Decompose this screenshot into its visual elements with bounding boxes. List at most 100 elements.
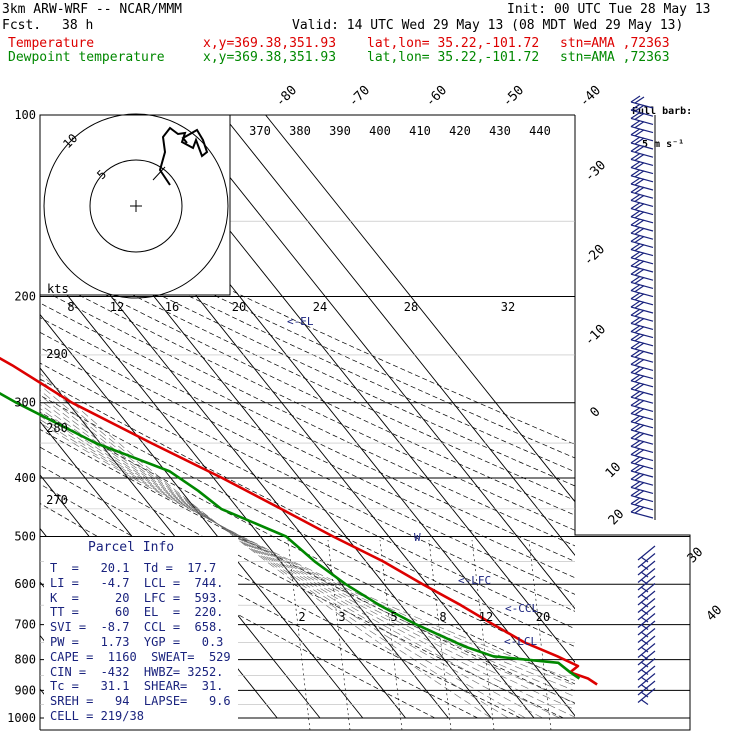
theta-side-label: 290: [46, 347, 68, 361]
wind-barb-shaft: [637, 680, 656, 696]
wind-barb-flag: [630, 480, 641, 488]
wind-barb-flag: [634, 252, 645, 260]
wind-barb-shaft: [630, 150, 654, 158]
wind-barb-shaft: [630, 462, 654, 470]
wind-barb-flag: [630, 210, 641, 218]
grid: [39, 114, 691, 731]
mixing-ratio-label: 20: [536, 610, 550, 624]
theta-side-label: 270: [46, 493, 68, 507]
wind-barb-flag: [634, 440, 645, 448]
mixing-ratio-label: 2: [298, 610, 305, 624]
pressure-label: 500: [14, 529, 36, 543]
wind-barb-flag: [634, 309, 645, 317]
wind-barb-flag: [630, 333, 641, 341]
wind-barb-flag: [630, 349, 641, 357]
wind-barb-flag: [630, 456, 641, 464]
wind-barb-flag: [634, 350, 645, 358]
isotherm-line: [265, 115, 575, 503]
wind-barb-flag: [640, 624, 649, 630]
parcel-info-title: Parcel Info: [88, 540, 175, 555]
wind-barb-flag: [640, 676, 649, 683]
profiles: [0, 356, 598, 686]
parcel-info-row: CELL = 219/38: [50, 709, 144, 723]
wind-barb-shaft: [630, 109, 654, 117]
wind-barb-flag: [640, 639, 649, 645]
wind-barb-flag: [634, 153, 645, 161]
wind-barb-flag: [634, 490, 645, 498]
temperature-xy: x,y=369.38,351.93: [203, 36, 337, 51]
wind-barb-shaft: [637, 575, 656, 591]
wind-barbs: [630, 95, 656, 705]
parcel-info-row: T = 20.1 Td = 17.7: [50, 561, 217, 575]
mixing-ratio-label: 5: [390, 610, 397, 624]
pressure-label: 400: [14, 471, 36, 485]
mixing-ratio-line: [327, 539, 351, 731]
wind-barb-flag: [630, 448, 641, 456]
wind-barb-shaft: [637, 635, 656, 651]
wind-barb-flag: [630, 431, 641, 439]
wind-barb-shaft: [630, 503, 654, 511]
wind-barb-flag: [630, 415, 641, 423]
mixing-ratio-label: 3: [338, 610, 345, 624]
wind-barb-flag: [634, 145, 645, 153]
wind-barb-shaft: [630, 191, 654, 199]
wind-barb-shaft: [630, 306, 654, 314]
temperature-station: stn=AMA ,72363: [560, 36, 670, 51]
wind-barb-flag: [640, 684, 649, 690]
wind-barb-flag: [634, 211, 645, 219]
wind-barb-flag: [634, 194, 645, 202]
isotherm-label: 30: [685, 545, 707, 567]
wind-barb-flag: [630, 103, 641, 111]
wind-barb-flag: [634, 342, 645, 350]
wind-barb-flag: [634, 465, 645, 473]
wind-barb-flag: [634, 162, 645, 170]
wind-barb-flag: [640, 669, 649, 675]
wind-barb-shaft: [630, 224, 654, 232]
pressure-label: 1000: [7, 711, 36, 725]
wind-barb-flag: [640, 571, 649, 578]
isotherm-label: -30: [582, 158, 609, 185]
parcel-info-row: LI = -4.7 LCL = 744.: [50, 575, 224, 590]
wind-barb-shaft: [630, 183, 654, 191]
wind-barb-shaft: [637, 598, 656, 613]
wind-barb-flag: [634, 301, 645, 309]
wind-barb-flag: [634, 293, 645, 301]
wind-barb-flag: [630, 489, 641, 497]
wind-barb-flag: [630, 193, 641, 201]
theta-label: 420: [449, 124, 471, 138]
wind-barb-flag: [630, 218, 641, 226]
wind-barb-shaft: [630, 486, 654, 494]
hodograph-ring-outer: [43, 113, 229, 299]
wind-barb-flag: [630, 464, 641, 472]
wind-barb-flag: [640, 691, 649, 698]
dewpoint-station: stn=AMA ,72363: [560, 50, 670, 65]
wind-barb-shaft: [630, 339, 654, 347]
wind-barb-flag: [630, 407, 641, 415]
wind-barb-flag: [634, 481, 645, 489]
isotherm-label: -40: [577, 83, 604, 110]
wind-barb-flag: [640, 586, 649, 593]
dewpoint-profile: [0, 392, 581, 680]
wind-barb-flag: [630, 505, 641, 513]
wind-barb-flag: [634, 129, 645, 137]
parcel-info-row: CAPE = 1160 SWEAT= 529: [50, 649, 231, 664]
wind-barb-flag: [630, 202, 641, 210]
wind-barb-flag: [640, 699, 649, 705]
wind-barb-shaft: [637, 590, 656, 606]
wind-barb-flag: [634, 96, 645, 104]
wind-barb-flag: [630, 152, 641, 160]
wind-barb-shaft: [630, 101, 654, 109]
el-marker: <-EL: [287, 315, 314, 328]
wind-barb-shaft: [637, 665, 656, 681]
wind-barb-flag: [630, 300, 641, 308]
wind-barb-shaft: [630, 232, 654, 240]
wind-barb-flag: [634, 170, 645, 178]
wind-barb-flag: [630, 169, 641, 177]
temperature-latlon: lat,lon= 35.22,-101.72: [367, 36, 540, 51]
theta-label: 380: [289, 124, 311, 138]
theta-label: 390: [329, 124, 351, 138]
wind-barb-flag: [630, 267, 641, 275]
wind-barb-flag: [640, 556, 649, 563]
temperature-profile: [0, 356, 598, 686]
